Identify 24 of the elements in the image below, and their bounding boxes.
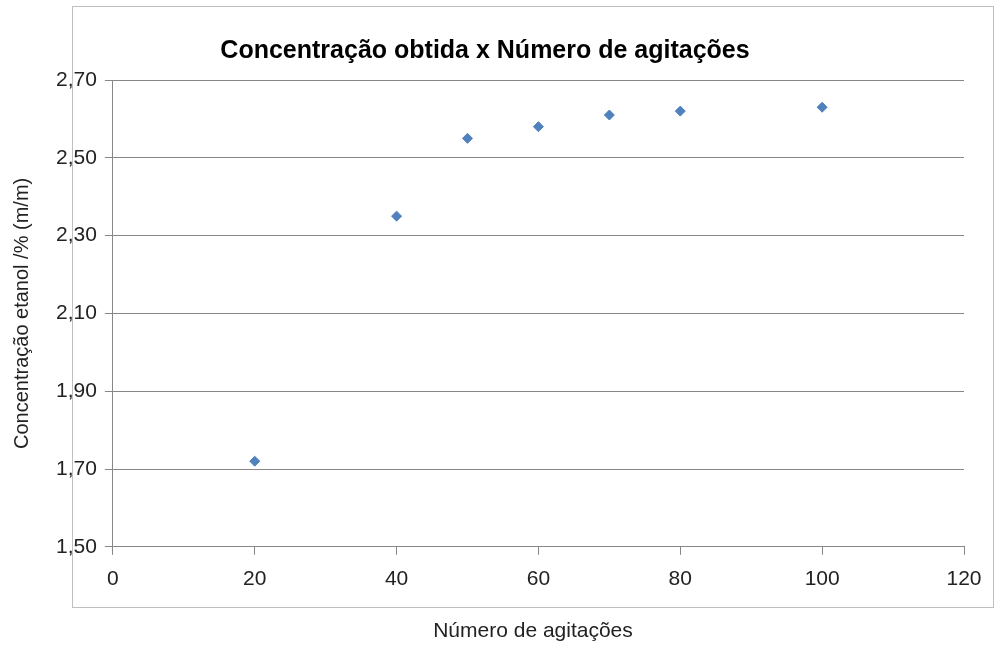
x-tick-label: 80 xyxy=(668,566,692,590)
x-tick-label: 40 xyxy=(384,566,409,590)
x-tick-label: 20 xyxy=(243,566,267,590)
y-axis-title: Concentração etanol /% (m/m) xyxy=(9,177,32,450)
x-tick-label: 0 xyxy=(107,566,119,590)
x-tick-label: 60 xyxy=(526,566,551,590)
x-tick-label: 120 xyxy=(946,566,982,590)
point xyxy=(603,109,615,121)
x-axis-title: Número de agitações xyxy=(432,618,634,642)
y-tick-label: 2,70 xyxy=(56,66,97,90)
y-tick-label: 1,70 xyxy=(56,455,97,479)
y-tick-label: 1,90 xyxy=(56,378,97,401)
y-tick-label: 2,10 xyxy=(56,300,97,324)
point xyxy=(462,132,474,144)
y-tick-label: 2,50 xyxy=(56,144,97,168)
point xyxy=(816,101,828,113)
point xyxy=(391,210,403,222)
point xyxy=(532,121,544,133)
y-tick-label: 1,50 xyxy=(56,533,97,557)
x-tick-label: 100 xyxy=(804,566,840,590)
point xyxy=(249,455,261,467)
chart-title: Concentração obtida x Número de agitações xyxy=(220,34,750,63)
point xyxy=(674,105,686,117)
y-tick-label: 2,30 xyxy=(56,222,97,246)
